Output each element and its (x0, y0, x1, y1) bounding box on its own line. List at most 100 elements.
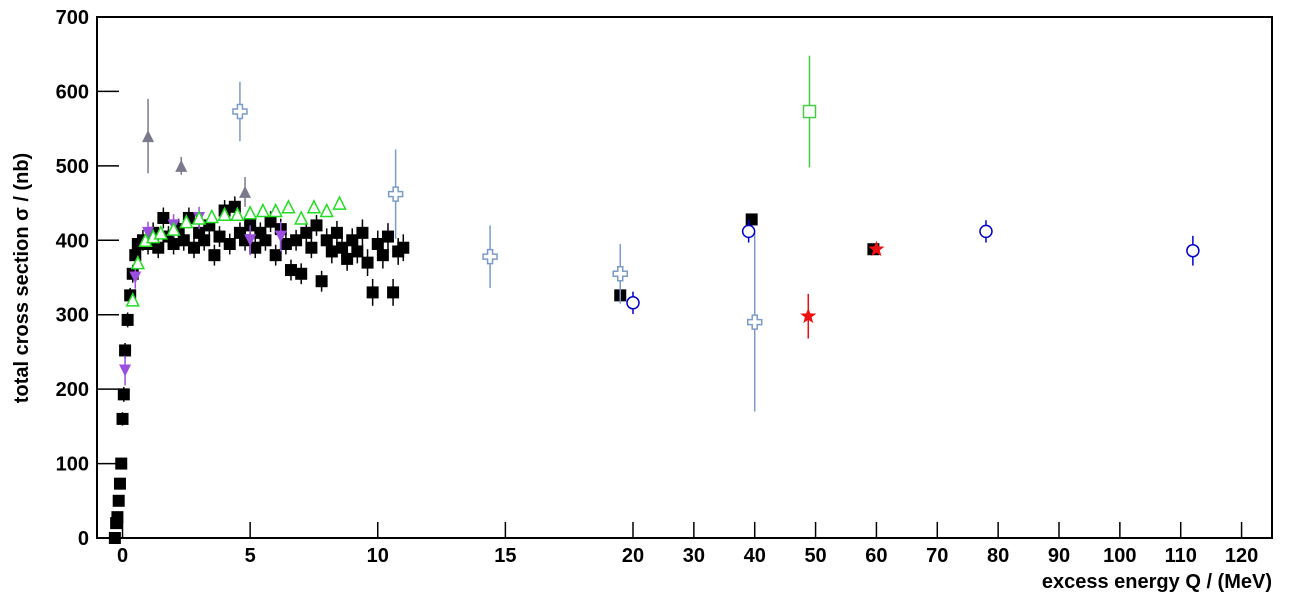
x-axis-label: excess energy Q / (MeV) (1042, 571, 1272, 593)
x-tick-label: 110 (1165, 545, 1197, 567)
marker (129, 271, 142, 284)
x-tick-label: 30 (683, 545, 705, 567)
marker (351, 245, 364, 258)
marker (330, 226, 343, 239)
marker (191, 210, 207, 225)
x-tick-label: 70 (926, 545, 948, 567)
marker (116, 412, 129, 425)
y-tick-label: 300 (56, 305, 89, 327)
marker (269, 249, 282, 262)
marker (387, 286, 400, 299)
marker (239, 185, 252, 198)
marker (157, 211, 170, 224)
marker (268, 202, 283, 218)
marker (319, 202, 334, 218)
marker (223, 238, 236, 251)
marker (232, 103, 248, 120)
marker (741, 224, 756, 239)
marker (242, 205, 258, 220)
marker (167, 238, 180, 251)
marker (119, 344, 132, 357)
marker (187, 241, 200, 254)
marker (217, 206, 232, 221)
x-tick-label: 40 (744, 545, 766, 567)
marker (198, 234, 211, 247)
y-tick-label: 100 (56, 454, 89, 476)
y-tick-label: 0 (78, 528, 89, 550)
marker (111, 511, 124, 524)
marker (208, 249, 221, 262)
marker (397, 241, 410, 254)
marker (341, 252, 354, 265)
marker (113, 477, 126, 490)
marker (204, 208, 220, 224)
x-tick-label: 5 (245, 545, 256, 567)
marker (745, 213, 758, 226)
marker (310, 219, 323, 232)
marker (108, 532, 121, 544)
marker (868, 240, 885, 257)
marker (325, 245, 338, 258)
marker (142, 130, 155, 143)
marker (166, 221, 181, 236)
marker (320, 234, 333, 247)
marker (153, 225, 169, 240)
marker (115, 457, 128, 470)
x-tick-label: 10 (367, 545, 389, 567)
marker (346, 234, 359, 247)
marker (230, 206, 245, 221)
marker (802, 104, 817, 119)
y-tick-label: 400 (56, 230, 89, 252)
marker (175, 159, 188, 172)
marker (315, 275, 328, 288)
marker (119, 364, 132, 377)
marker (177, 234, 190, 247)
marker (306, 199, 322, 214)
marker (387, 186, 404, 202)
marker (279, 238, 292, 251)
marker (1186, 243, 1200, 258)
plot-frame (96, 16, 1273, 539)
marker (626, 296, 640, 310)
x-tick-label: 50 (804, 545, 826, 567)
y-tick-label: 200 (56, 379, 89, 401)
marker (381, 230, 394, 243)
marker (332, 195, 347, 210)
x-tick-label: 20 (622, 545, 644, 567)
marker (979, 224, 993, 239)
marker (152, 241, 165, 254)
marker (281, 199, 296, 214)
y-tick-label: 500 (56, 156, 89, 178)
marker (295, 267, 308, 280)
marker (612, 266, 628, 282)
marker (259, 234, 272, 247)
marker (117, 388, 130, 401)
marker (179, 214, 194, 229)
x-tick-label: 60 (865, 545, 887, 567)
marker (371, 238, 384, 251)
marker (264, 215, 277, 228)
marker (121, 313, 134, 326)
x-tick-label: 90 (1048, 545, 1070, 567)
y-tick-label: 600 (56, 81, 89, 103)
marker (244, 234, 257, 247)
marker (284, 264, 297, 277)
y-tick-label: 700 (56, 7, 89, 29)
marker (366, 286, 379, 299)
marker (356, 226, 369, 239)
marker (746, 314, 763, 330)
marker (142, 226, 155, 239)
marker (125, 292, 140, 307)
x-tick-label: 100 (1103, 545, 1136, 567)
marker (800, 307, 817, 324)
marker (112, 494, 125, 507)
marker (336, 241, 349, 254)
marker (482, 248, 498, 265)
marker (255, 202, 271, 218)
marker (300, 226, 313, 239)
marker (290, 234, 303, 247)
marker (305, 241, 318, 254)
marker (213, 230, 226, 243)
marker (274, 230, 287, 243)
